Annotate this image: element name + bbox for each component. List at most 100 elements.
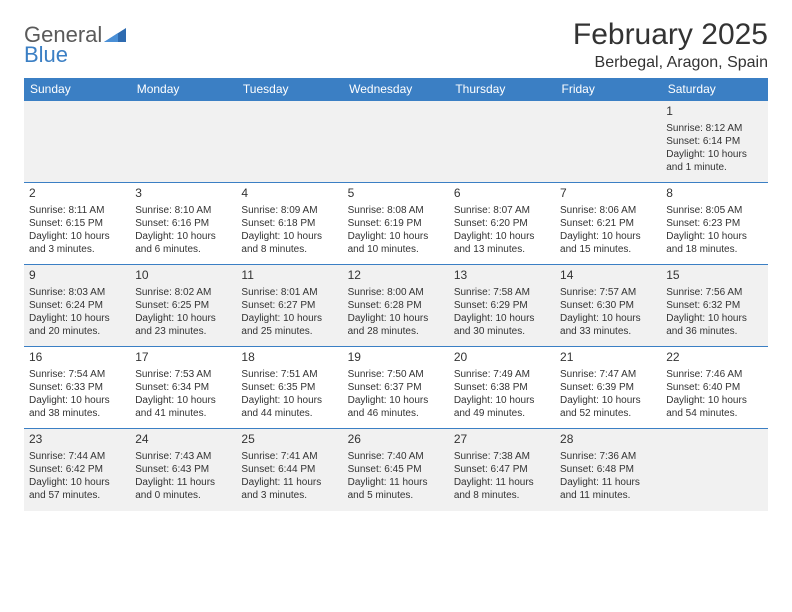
daylight-text: Daylight: 11 hours and 5 minutes. <box>348 476 444 502</box>
sunrise-text: Sunrise: 7:51 AM <box>241 368 337 381</box>
dayname-row: Sunday Monday Tuesday Wednesday Thursday… <box>24 78 768 101</box>
day-number: 1 <box>666 104 762 120</box>
calendar-cell: 25 Sunrise: 7:41 AMSunset: 6:44 PMDayligh… <box>236 429 342 511</box>
sunset-text: Sunset: 6:43 PM <box>135 463 231 476</box>
header: General February 2025 Berbegal, Aragon, … <box>24 18 768 72</box>
sunrise-text: Sunrise: 7:58 AM <box>454 286 550 299</box>
daylight-text: Daylight: 10 hours and 36 minutes. <box>666 312 762 338</box>
dayname-wed: Wednesday <box>343 78 449 101</box>
day-number: 23 <box>29 432 125 448</box>
daylight-text: Daylight: 10 hours and 57 minutes. <box>29 476 125 502</box>
sunset-text: Sunset: 6:33 PM <box>29 381 125 394</box>
day-number: 19 <box>348 350 444 366</box>
day-number: 5 <box>348 186 444 202</box>
daylight-text: Daylight: 10 hours and 52 minutes. <box>560 394 656 420</box>
daylight-text: Daylight: 10 hours and 25 minutes. <box>241 312 337 338</box>
daylight-text: Daylight: 10 hours and 33 minutes. <box>560 312 656 338</box>
dayname-thu: Thursday <box>449 78 555 101</box>
calendar-week: 2Sunrise: 8:11 AMSunset: 6:15 PMDaylight… <box>24 183 768 265</box>
sunrise-text: Sunrise: 7:46 AM <box>666 368 762 381</box>
sunset-text: Sunset: 6:39 PM <box>560 381 656 394</box>
day-number: 12 <box>348 268 444 284</box>
calendar-cell: 20Sunrise: 7:49 AMSunset: 6:38 PMDayligh… <box>449 347 555 429</box>
calendar-cell: 23Sunrise: 7:44 AMSunset: 6:42 PMDayligh… <box>24 429 130 511</box>
sunset-text: Sunset: 6:16 PM <box>135 217 231 230</box>
calendar-cell: 6 Sunrise: 8:07 AMSunset: 6:20 PMDaylight… <box>449 183 555 265</box>
calendar-cell: 17Sunrise: 7:53 AMSunset: 6:34 PMDayligh… <box>130 347 236 429</box>
sunset-text: Sunset: 6:19 PM <box>348 217 444 230</box>
day-number: 26 <box>348 432 444 448</box>
sunrise-text: Sunrise: 7:49 AM <box>454 368 550 381</box>
day-number: 22 <box>666 350 762 366</box>
daylight-text: Daylight: 10 hours and 18 minutes. <box>666 230 762 256</box>
day-number: 6 <box>454 186 550 202</box>
calendar-cell: 8Sunrise: 8:05 AMSunset: 6:23 PMDaylight… <box>661 183 767 265</box>
sunset-text: Sunset: 6:29 PM <box>454 299 550 312</box>
sunset-text: Sunset: 6:47 PM <box>454 463 550 476</box>
sunrise-text: Sunrise: 7:54 AM <box>29 368 125 381</box>
calendar-cell: 2Sunrise: 8:11 AMSunset: 6:15 PMDaylight… <box>24 183 130 265</box>
daylight-text: Daylight: 10 hours and 49 minutes. <box>454 394 550 420</box>
sunset-text: Sunset: 6:35 PM <box>241 381 337 394</box>
calendar-week: 16Sunrise: 7:54 AMSunset: 6:33 PMDayligh… <box>24 347 768 429</box>
calendar-cell <box>449 101 555 183</box>
calendar-cell: 11Sunrise: 8:01 AMSunset: 6:27 PMDayligh… <box>236 265 342 347</box>
calendar-cell: 28Sunrise: 7:36 AMSunset: 6:48 PMDayligh… <box>555 429 661 511</box>
dayname-fri: Friday <box>555 78 661 101</box>
sunset-text: Sunset: 6:37 PM <box>348 381 444 394</box>
sunrise-text: Sunrise: 8:12 AM <box>666 122 762 135</box>
sunset-text: Sunset: 6:34 PM <box>135 381 231 394</box>
sunset-text: Sunset: 6:20 PM <box>454 217 550 230</box>
calendar-cell <box>24 101 130 183</box>
calendar-cell: 10Sunrise: 8:02 AMSunset: 6:25 PMDayligh… <box>130 265 236 347</box>
day-number: 25 <box>241 432 337 448</box>
sunset-text: Sunset: 6:27 PM <box>241 299 337 312</box>
calendar-cell: 18Sunrise: 7:51 AMSunset: 6:35 PMDayligh… <box>236 347 342 429</box>
sunrise-text: Sunrise: 7:41 AM <box>241 450 337 463</box>
daylight-text: Daylight: 11 hours and 3 minutes. <box>241 476 337 502</box>
sunset-text: Sunset: 6:28 PM <box>348 299 444 312</box>
calendar-cell: 26Sunrise: 7:40 AMSunset: 6:45 PMDayligh… <box>343 429 449 511</box>
calendar-cell: 16 Sunrise: 7:54 AMSunset: 6:33 PMDayligh… <box>24 347 130 429</box>
sunrise-text: Sunrise: 8:00 AM <box>348 286 444 299</box>
daylight-text: Daylight: 10 hours and 23 minutes. <box>135 312 231 338</box>
day-number: 2 <box>29 186 125 202</box>
day-number: 16 <box>29 350 125 366</box>
sunset-text: Sunset: 6:48 PM <box>560 463 656 476</box>
sunset-text: Sunset: 6:25 PM <box>135 299 231 312</box>
dayname-sun: Sunday <box>24 78 130 101</box>
sunrise-text: Sunrise: 7:53 AM <box>135 368 231 381</box>
sunset-text: Sunset: 6:32 PM <box>666 299 762 312</box>
calendar-cell: 3Sunrise: 8:10 AMSunset: 6:16 PMDaylight… <box>130 183 236 265</box>
sunset-text: Sunset: 6:44 PM <box>241 463 337 476</box>
sunrise-text: Sunrise: 8:08 AM <box>348 204 444 217</box>
daylight-text: Daylight: 10 hours and 28 minutes. <box>348 312 444 338</box>
calendar-week: 9Sunrise: 8:03 AMSunset: 6:24 PMDaylight… <box>24 265 768 347</box>
calendar-cell: 4Sunrise: 8:09 AMSunset: 6:18 PMDaylight… <box>236 183 342 265</box>
day-number: 4 <box>241 186 337 202</box>
day-number: 3 <box>135 186 231 202</box>
calendar-cell: 27Sunrise: 7:38 AMSunset: 6:47 PMDayligh… <box>449 429 555 511</box>
calendar-cell: 12 Sunrise: 8:00 AMSunset: 6:28 PMDayligh… <box>343 265 449 347</box>
day-number: 21 <box>560 350 656 366</box>
sunrise-text: Sunrise: 8:02 AM <box>135 286 231 299</box>
sunset-text: Sunset: 6:45 PM <box>348 463 444 476</box>
daylight-text: Daylight: 10 hours and 13 minutes. <box>454 230 550 256</box>
sunrise-text: Sunrise: 7:44 AM <box>29 450 125 463</box>
sunrise-text: Sunrise: 7:50 AM <box>348 368 444 381</box>
sunrise-text: Sunrise: 8:11 AM <box>29 204 125 217</box>
title-block: February 2025 Berbegal, Aragon, Spain <box>573 18 768 72</box>
calendar-cell: 13Sunrise: 7:58 AMSunset: 6:29 PMDayligh… <box>449 265 555 347</box>
daylight-text: Daylight: 10 hours and 38 minutes. <box>29 394 125 420</box>
logo-text-blue: Blue <box>24 42 68 67</box>
sunrise-text: Sunrise: 8:07 AM <box>454 204 550 217</box>
daylight-text: Daylight: 10 hours and 8 minutes. <box>241 230 337 256</box>
daylight-text: Daylight: 10 hours and 41 minutes. <box>135 394 231 420</box>
calendar-cell <box>130 101 236 183</box>
sunrise-text: Sunrise: 8:01 AM <box>241 286 337 299</box>
sunset-text: Sunset: 6:14 PM <box>666 135 762 148</box>
calendar-week: 23Sunrise: 7:44 AMSunset: 6:42 PMDayligh… <box>24 429 768 511</box>
calendar-body: 1 Sunrise: 8:12 AMSunset: 6:14 PM Daylight… <box>24 101 768 511</box>
daylight-text: Daylight: 10 hours and 20 minutes. <box>29 312 125 338</box>
day-number: 7 <box>560 186 656 202</box>
